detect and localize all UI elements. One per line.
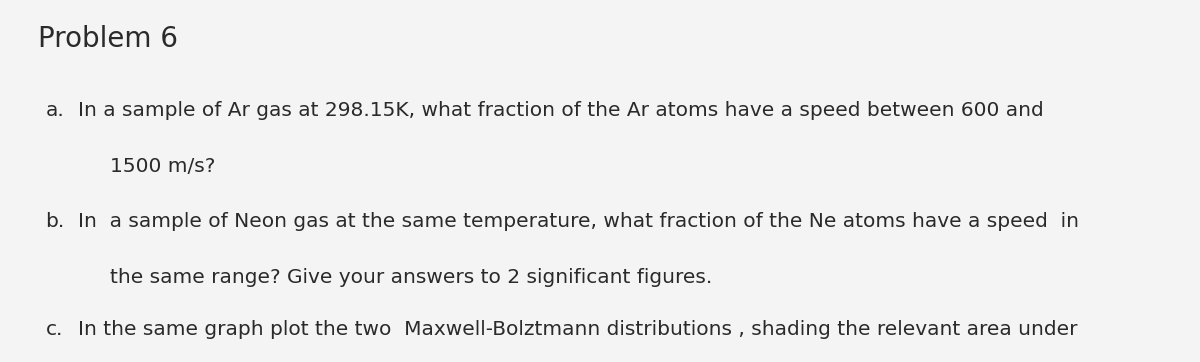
- Text: In a sample of Ar gas at 298.15K, what fraction of the Ar atoms have a speed bet: In a sample of Ar gas at 298.15K, what f…: [78, 101, 1044, 120]
- Text: Problem 6: Problem 6: [38, 25, 179, 53]
- Text: 1500 m/s?: 1500 m/s?: [110, 157, 216, 176]
- Text: a.: a.: [46, 101, 65, 120]
- Text: b.: b.: [46, 212, 65, 231]
- Text: In the same graph plot the two  Maxwell-Bolztmann distributions , shading the re: In the same graph plot the two Maxwell-B…: [78, 320, 1078, 339]
- Text: the same range? Give your answers to 2 significant figures.: the same range? Give your answers to 2 s…: [110, 268, 713, 287]
- Text: In  a sample of Neon gas at the same temperature, what fraction of the Ne atoms : In a sample of Neon gas at the same temp…: [78, 212, 1079, 231]
- Text: c.: c.: [46, 320, 62, 339]
